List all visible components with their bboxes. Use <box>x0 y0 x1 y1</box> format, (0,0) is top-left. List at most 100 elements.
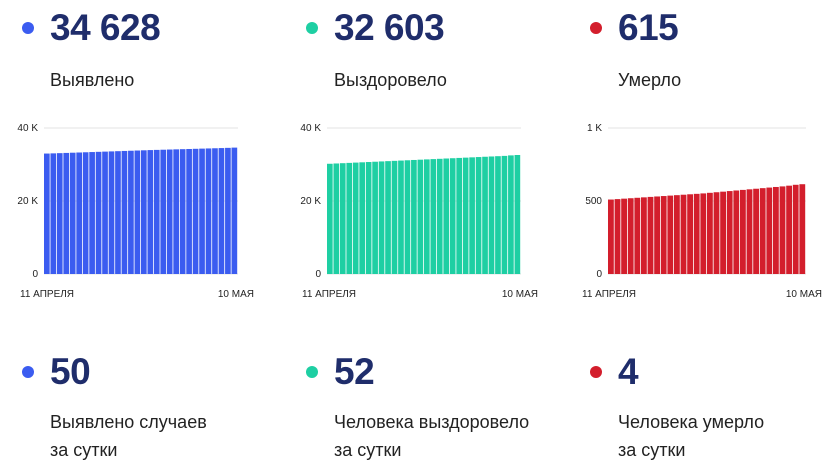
detected-bar <box>225 147 231 274</box>
blue-dot-icon <box>22 366 34 378</box>
deaths-bar <box>720 191 726 274</box>
deaths-bar <box>627 198 634 274</box>
recovered-bar <box>469 157 475 274</box>
recovered-bar <box>339 163 346 274</box>
blue-dot-icon <box>22 22 34 34</box>
deaths-bar <box>641 197 647 274</box>
deaths-xtick-label-end: 10 МАЯ <box>786 289 822 300</box>
recovered-daily: 52 <box>334 351 375 392</box>
recovered-bar <box>424 159 430 274</box>
detected-ytick-label: 40 K <box>17 123 38 134</box>
deaths-bar <box>608 199 614 274</box>
deaths-bar <box>746 189 753 274</box>
deaths-bar <box>733 190 740 274</box>
recovered-xtick-label-start: 11 АПРЕЛЯ <box>302 289 356 300</box>
deaths-bar <box>707 192 713 274</box>
recovered-bar <box>495 156 501 274</box>
deaths-bar <box>713 192 720 274</box>
recovered-bar <box>365 162 372 274</box>
deaths-ytick-label: 1 K <box>587 123 602 134</box>
deaths-bar <box>700 193 707 274</box>
deaths-xtick-label-start: 11 АПРЕЛЯ <box>582 289 636 300</box>
detected-total: 34 628 <box>50 7 161 48</box>
detected-bar <box>128 150 134 274</box>
detected-bar <box>89 152 95 274</box>
deaths-bar <box>660 196 667 274</box>
detected-bar <box>108 151 115 274</box>
recovered-bar <box>352 162 359 274</box>
recovered-bar <box>391 160 398 274</box>
deaths-bar <box>693 193 700 274</box>
recovered-total: 32 603 <box>334 7 445 48</box>
deaths-label: Умерло <box>618 70 682 90</box>
recovered-bar <box>508 155 514 275</box>
detected-bar <box>231 147 238 274</box>
detected-bar <box>192 148 199 274</box>
detected-bar <box>56 153 63 274</box>
deaths-ytick-label: 0 <box>596 269 602 280</box>
detected-ytick-label: 0 <box>32 269 38 280</box>
chart-detected: 0 20 K 40 K 11 АПРЕЛЯ 10 МАЯ <box>17 123 254 300</box>
recovered-ytick-label: 0 <box>315 269 321 280</box>
detected-daily: 50 <box>50 351 91 392</box>
recovered-bar <box>449 158 456 274</box>
recovered-bar <box>436 158 443 274</box>
recovered-bar <box>372 161 378 274</box>
recovered-bar <box>443 158 450 274</box>
recovered-bar <box>404 160 411 274</box>
recovered-bar <box>514 155 521 274</box>
recovered-bar <box>327 163 333 274</box>
detected-bar <box>199 148 205 274</box>
deaths-bar <box>786 185 792 274</box>
recovered-bar <box>430 159 437 274</box>
detected-bar <box>82 152 89 274</box>
deaths-bar <box>687 194 693 274</box>
detected-bar <box>173 149 179 274</box>
recovered-bar <box>411 159 417 274</box>
deaths-bar <box>773 186 779 274</box>
chart-deaths: 0 500 1 K 11 АПРЕЛЯ 10 МАЯ <box>582 123 822 300</box>
recovered-bar <box>456 157 462 274</box>
recovered-ytick-label: 20 K <box>300 196 321 207</box>
recovered-bar <box>501 155 508 274</box>
recovered-bar <box>359 162 365 274</box>
chart-recovered: 0 20 K 40 K 11 АПРЕЛЯ 10 МАЯ <box>300 123 538 300</box>
recovered-daily-label-line1: Человека выздоровело <box>334 412 530 432</box>
teal-dot-icon <box>306 22 318 34</box>
recovered-xtick-label-end: 10 МАЯ <box>502 289 538 300</box>
recovered-bar <box>346 162 353 274</box>
detected-bar <box>179 149 186 274</box>
detected-bar <box>141 150 147 274</box>
deaths-bar <box>667 195 674 274</box>
detected-bar <box>186 148 192 274</box>
detected-bar <box>212 148 218 274</box>
red-dot-icon <box>590 22 602 34</box>
detected-bar <box>44 153 50 274</box>
deaths-bar <box>614 199 621 274</box>
deaths-bar <box>634 197 641 274</box>
deaths-bar <box>621 198 627 274</box>
detected-label: Выявлено <box>50 70 135 90</box>
deaths-bar <box>680 194 687 274</box>
detected-xtick-label-start: 11 АПРЕЛЯ <box>20 289 74 300</box>
recovered-bar <box>385 161 391 274</box>
recovered-bar <box>417 159 424 274</box>
detected-daily-label-line2: за сутки <box>50 440 118 460</box>
deaths-bar <box>766 187 773 274</box>
deaths-bar <box>674 195 680 274</box>
detected-bar <box>95 151 102 274</box>
deaths-daily-label-line2: за сутки <box>618 440 686 460</box>
detected-bar <box>50 153 57 274</box>
deaths-bar <box>654 196 660 274</box>
detected-bar <box>102 151 108 274</box>
deaths-daily-label-line1: Человека умерло <box>618 412 765 432</box>
recovered-daily-label-line2: за сутки <box>334 440 402 460</box>
detected-bar <box>205 148 212 274</box>
deaths-bar <box>753 188 759 274</box>
detected-xtick-label-end: 10 МАЯ <box>218 289 254 300</box>
recovered-bar <box>398 160 404 274</box>
deaths-ytick-label: 500 <box>585 196 602 207</box>
deaths-bar <box>759 188 766 274</box>
detected-bar <box>63 152 70 274</box>
